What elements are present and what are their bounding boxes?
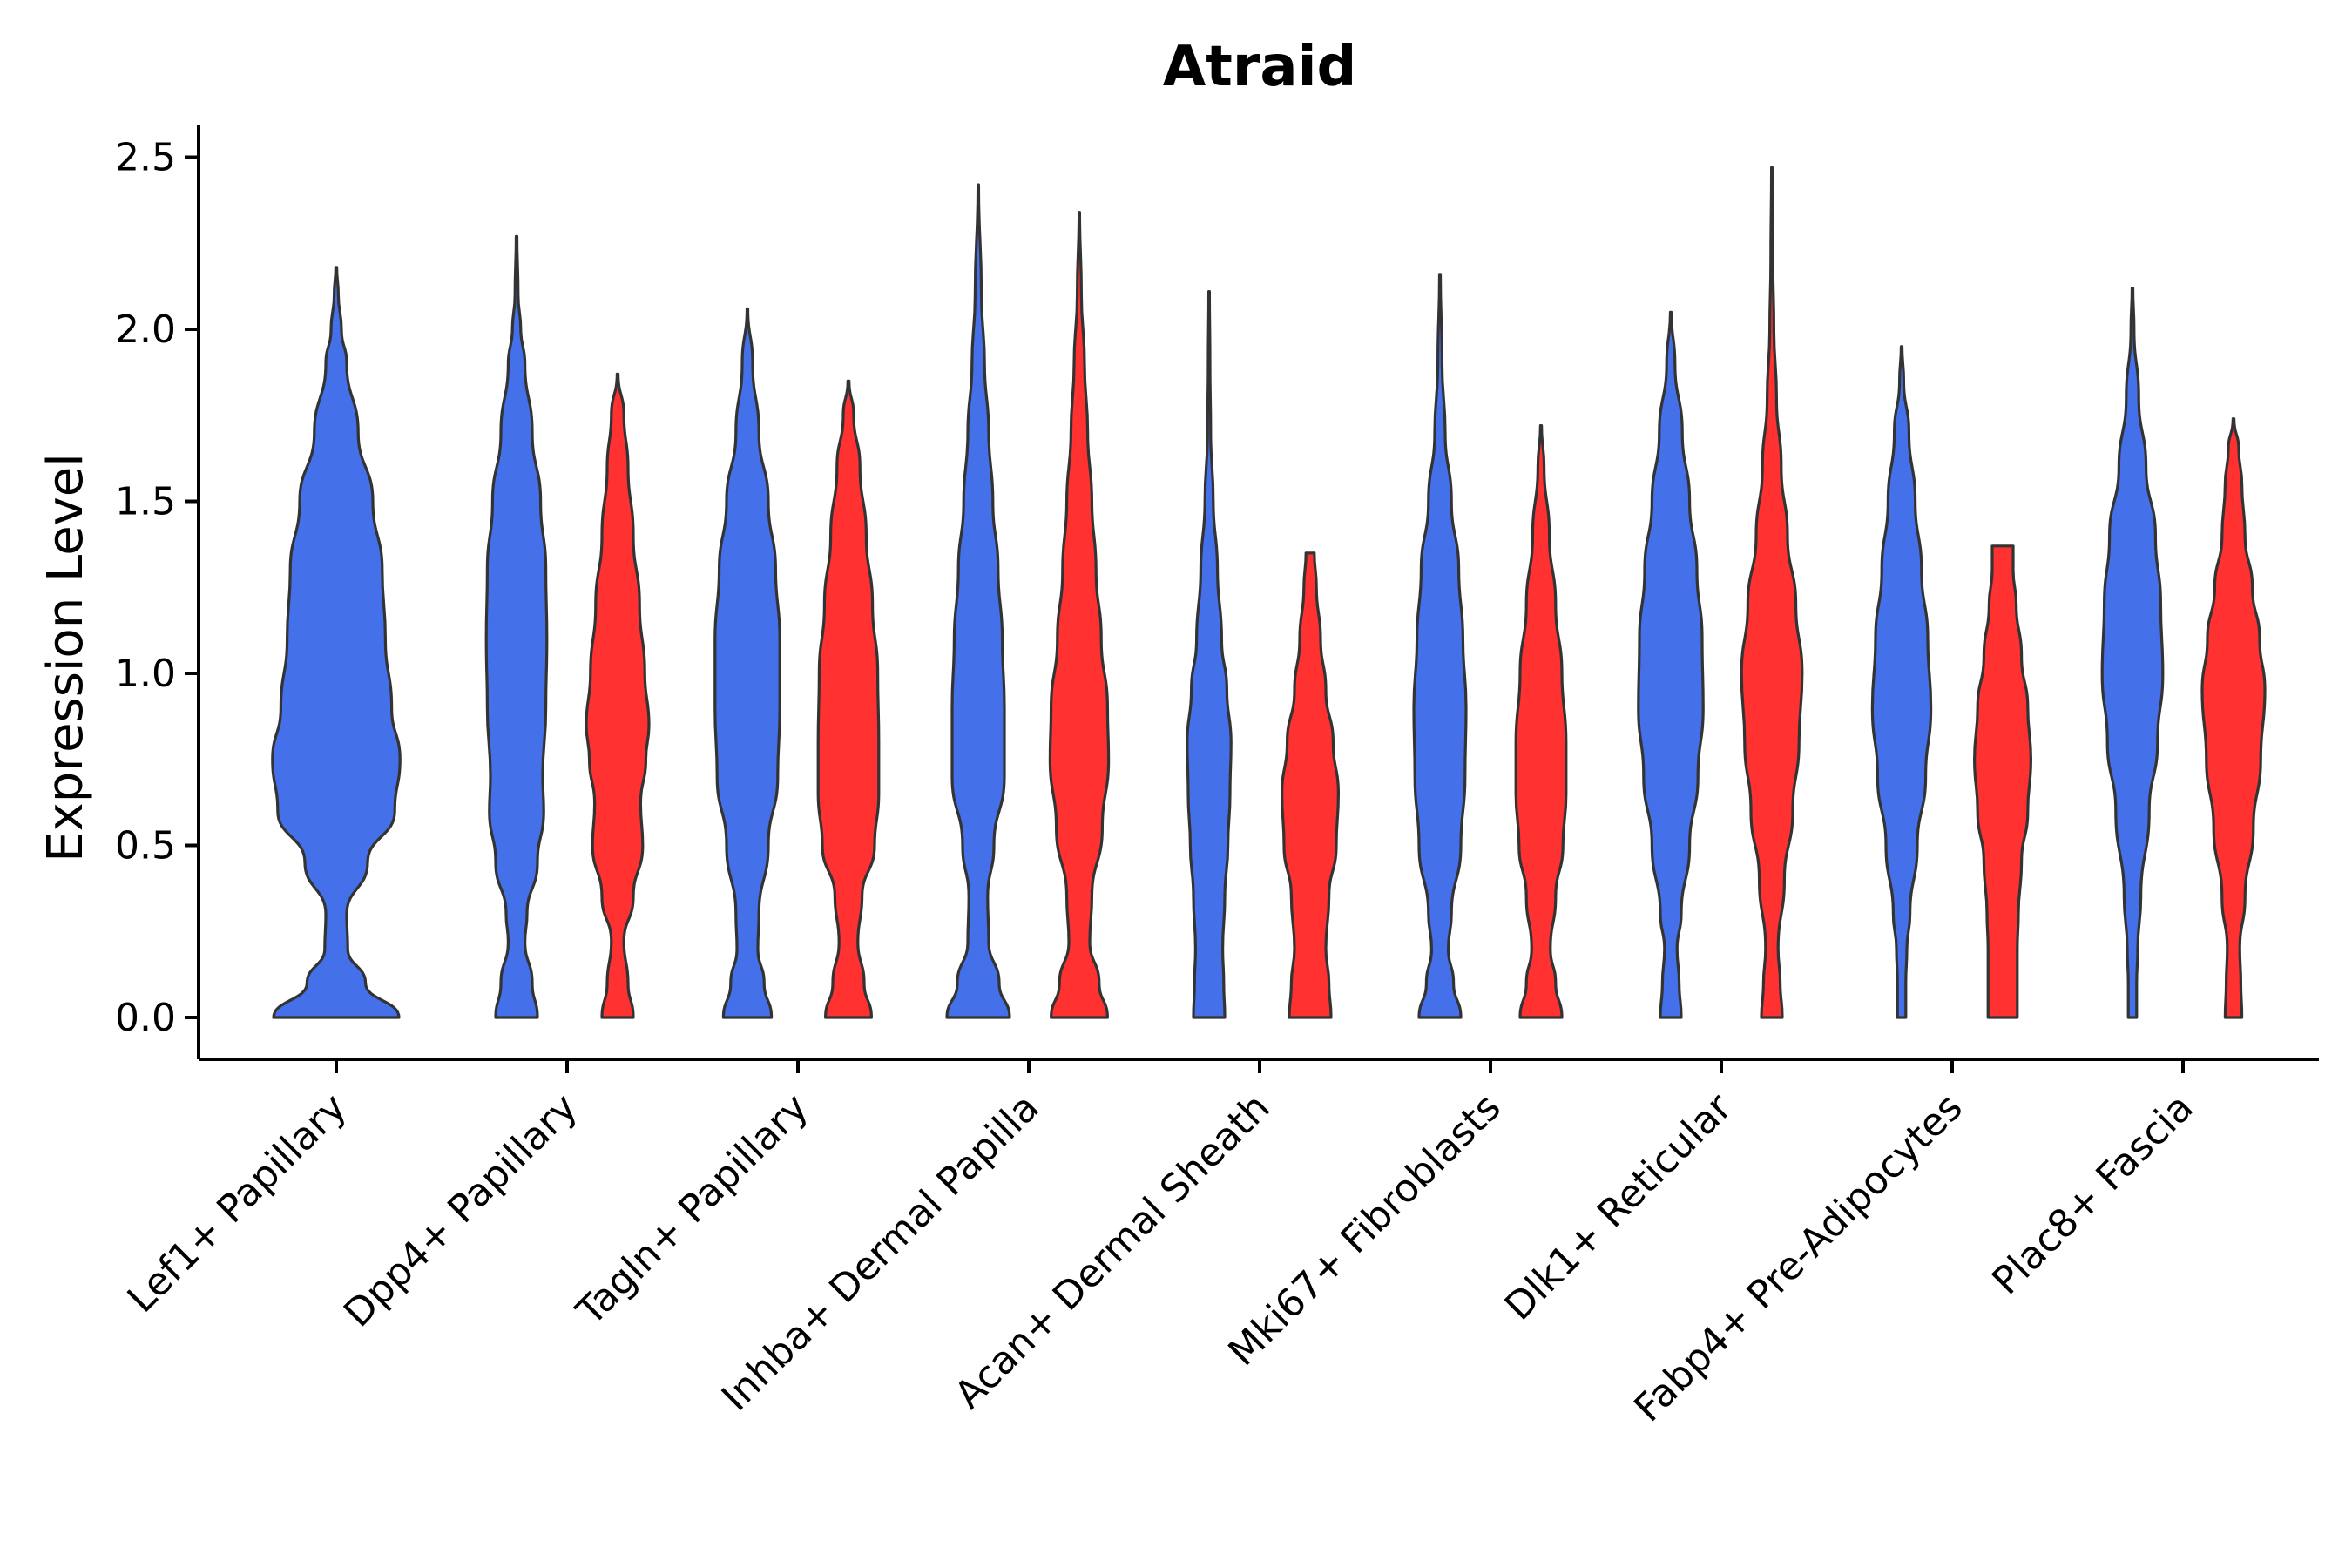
chart-title: Atraid [1163, 35, 1357, 99]
violin-dlk1-reticular-group-2 [1740, 166, 1804, 1019]
x-tick-label: Lef1+ Papillary [119, 1085, 355, 1321]
violin-lef1-papillary-group-1 [271, 266, 402, 1019]
y-axis-label: Expression Level [37, 453, 94, 862]
y-tick-label: 2.0 [115, 308, 176, 352]
violins-group [271, 166, 2267, 1019]
violin-fabp4-pre-adipocytes-group-1 [1870, 345, 1933, 1019]
y-axis: 0.0 0.5 1.0 1.5 2.0 2.5 [115, 125, 200, 1059]
violin-tagln-papillary-group-1 [713, 307, 781, 1019]
violin-acan-dermal-sheath-group-2 [1281, 551, 1340, 1019]
x-tick-label: Dpp4+ Papillary [335, 1085, 586, 1336]
violin-plac8-fascia-group-1 [2100, 287, 2165, 1019]
violin-plac8-fascia-group-2 [2200, 417, 2267, 1019]
x-tick-label: Tagln+ Papillary [568, 1085, 817, 1335]
y-tick-label: 1.0 [115, 652, 176, 696]
violin-inhba-dermal-papilla-group-1 [945, 183, 1011, 1019]
violin-dpp4-papillary-group-1 [484, 234, 549, 1019]
y-tick-label: 2.5 [115, 136, 176, 180]
violin-acan-dermal-sheath-group-1 [1186, 289, 1233, 1019]
violin-dpp4-papillary-group-2 [585, 372, 651, 1019]
violin-inhba-dermal-papilla-group-2 [1048, 211, 1111, 1019]
y-tick-label: 0.5 [115, 824, 176, 868]
violin-mki67-fibroblasts-group-2 [1514, 424, 1568, 1019]
violin-mki67-fibroblasts-group-1 [1412, 273, 1468, 1019]
violin-tagln-papillary-group-2 [816, 379, 881, 1019]
violin-dlk1-reticular-group-1 [1637, 310, 1705, 1019]
y-tick-label: 0.0 [115, 996, 176, 1040]
x-tick-label: Plac8+ Fascia [1984, 1085, 2202, 1304]
y-tick-label: 1.5 [115, 480, 176, 524]
x-tick-label: Dlk1+ Reticular [1497, 1085, 1741, 1329]
violin-fabp4-pre-adipocytes-group-2 [1973, 544, 2032, 1019]
